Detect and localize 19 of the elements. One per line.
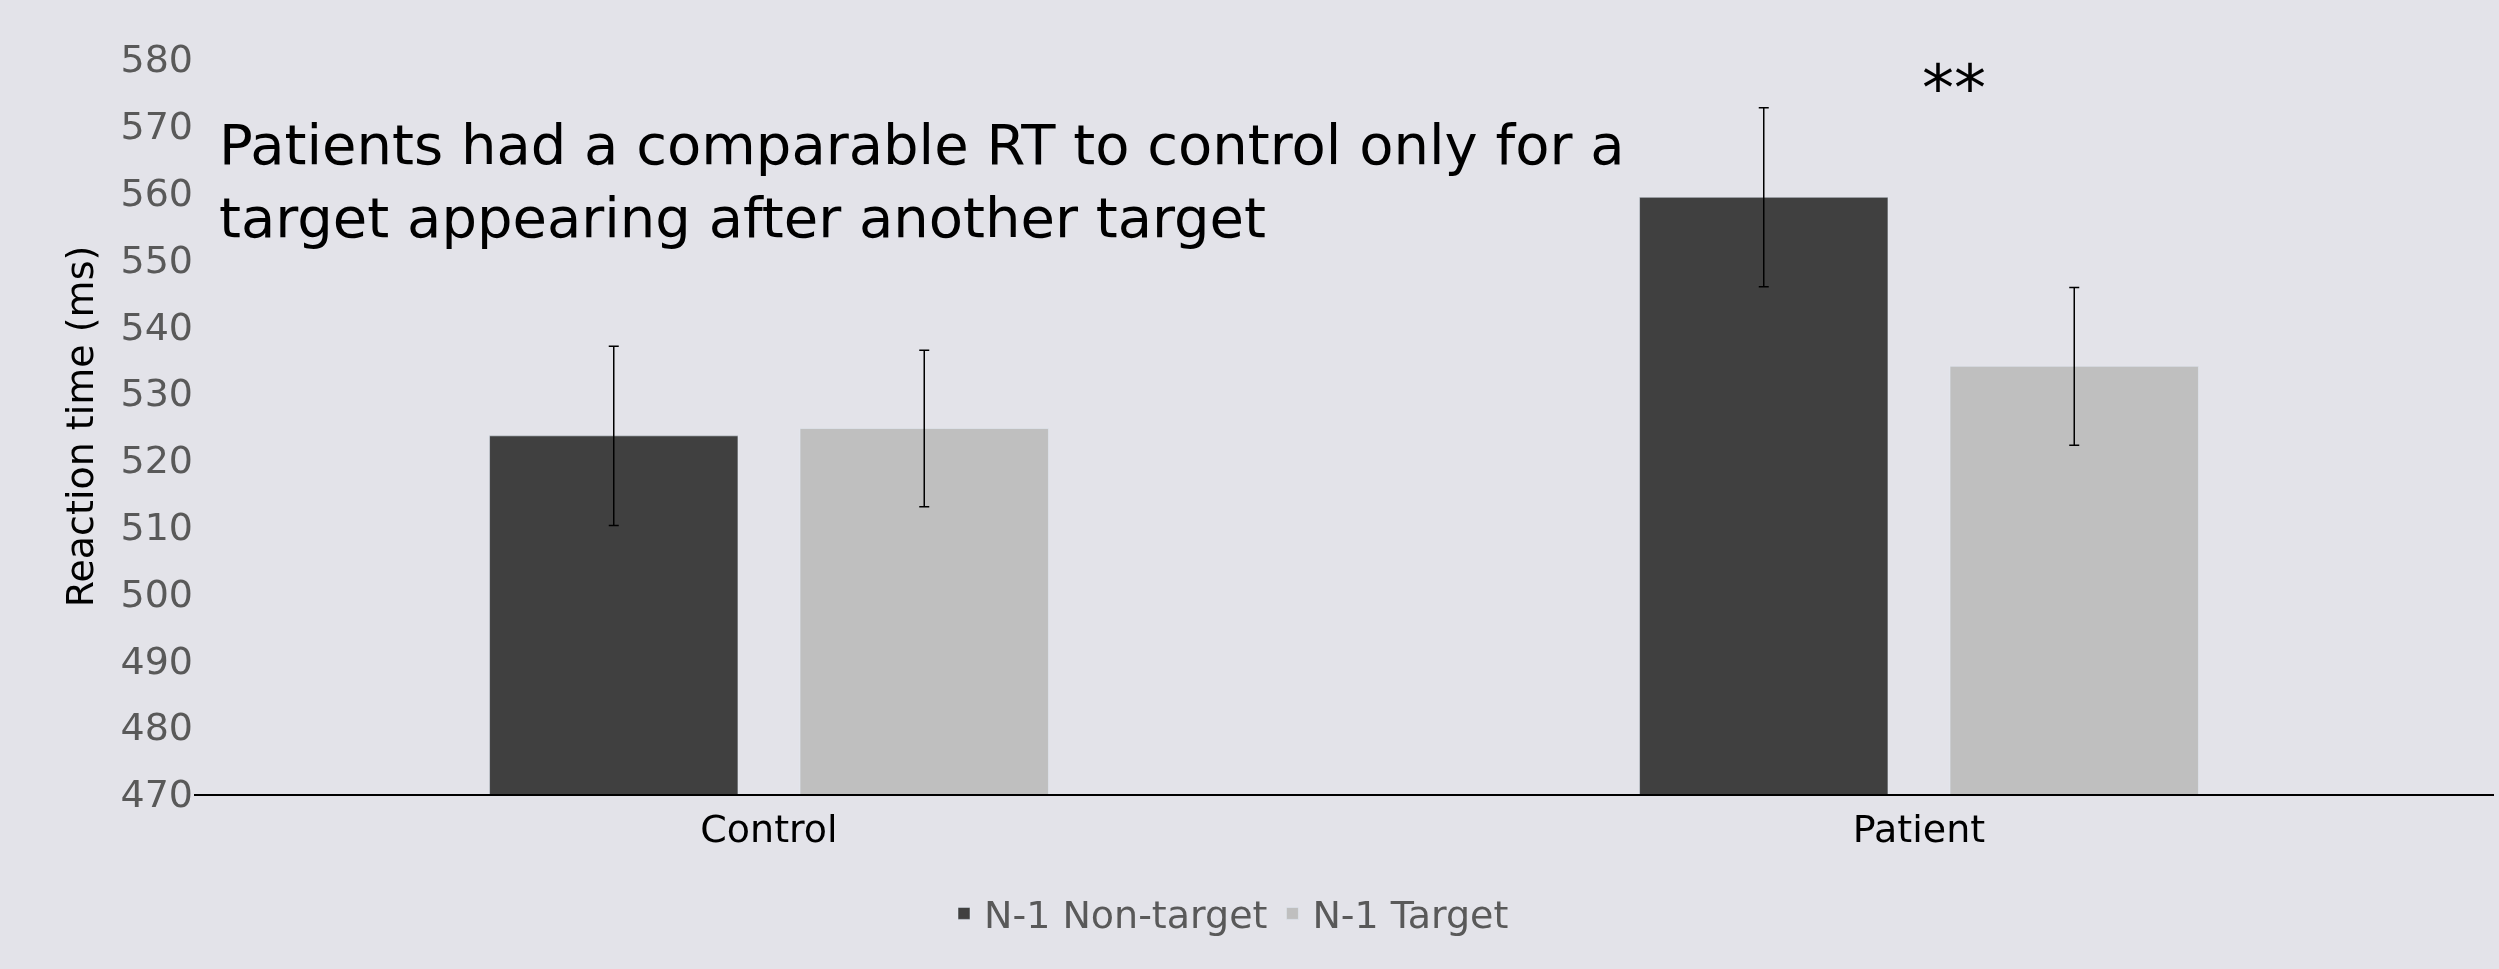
legend-label: N-1 Target: [1312, 893, 1509, 938]
annotation: Patients had a comparable RT to control only for a target appearing after another target: [219, 112, 1625, 250]
x-tick-label: Patient: [1852, 806, 1986, 851]
y-tick-label: 560: [120, 170, 193, 215]
y-tick-label: 510: [120, 505, 193, 550]
y-tick-label: 490: [120, 638, 193, 683]
legend-label: N-1 Non-target: [984, 893, 1268, 938]
x-tick-label: Control: [700, 806, 838, 851]
y-tick-label: 530: [120, 371, 193, 416]
y-tick-label: 470: [120, 772, 193, 817]
y-axis-title: Reaction time (ms): [57, 245, 102, 608]
y-tick-label: 580: [120, 37, 193, 82]
y-tick-label: 480: [120, 705, 193, 750]
y-tick-label: 540: [120, 304, 193, 349]
y-tick-label: 520: [120, 438, 193, 483]
annotation: **: [1922, 51, 1986, 125]
y-tick-label: 500: [120, 571, 193, 616]
y-tick-label: 550: [120, 237, 193, 282]
y-tick-label: 570: [120, 104, 193, 149]
